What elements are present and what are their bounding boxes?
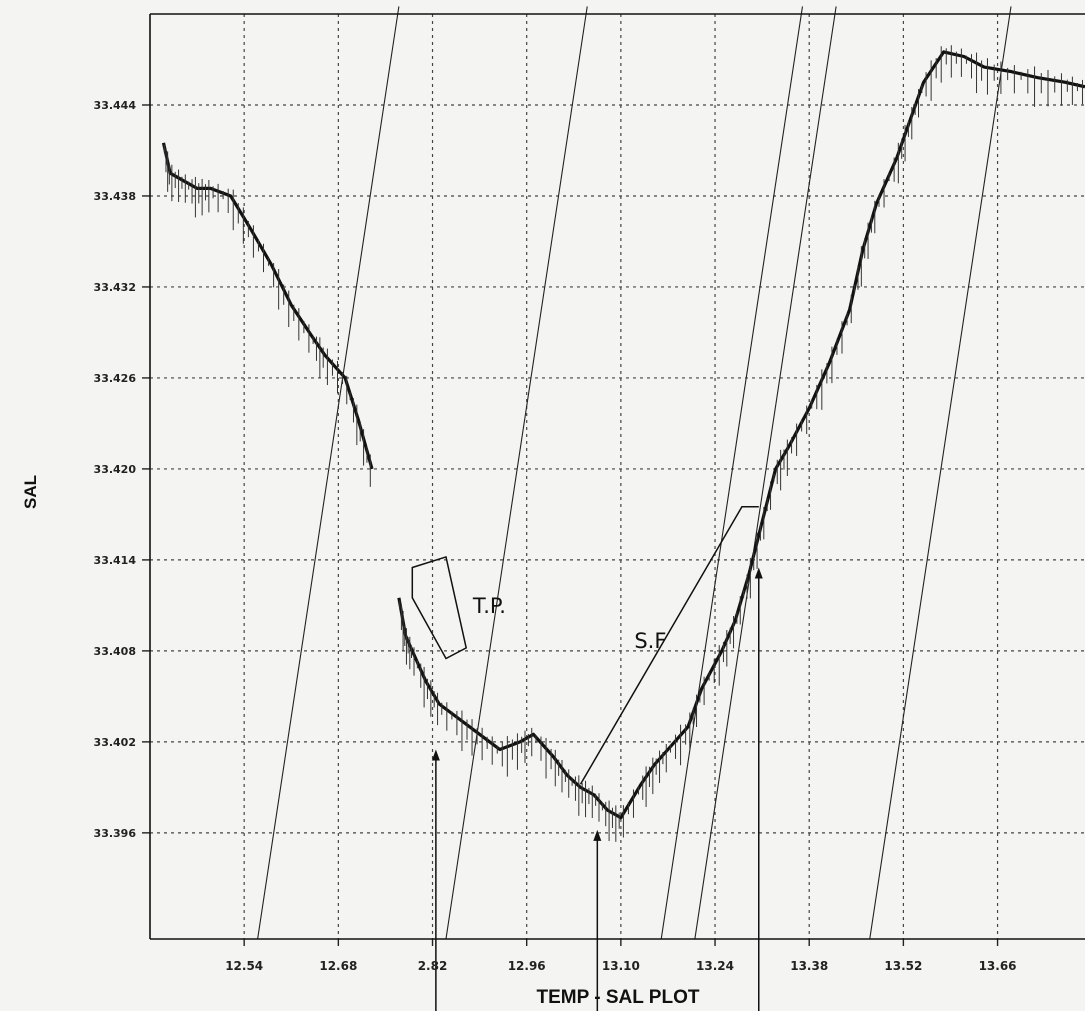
y-tick-label: 33.420 [94,463,137,476]
y-tick-label: 33.438 [94,190,136,203]
y-tick-label: 33.396 [94,827,137,840]
grid [150,14,1085,939]
guide-line [660,6,804,940]
y-tick-label: 33.414 [94,554,137,567]
x-tick-label: 12.68 [319,959,357,973]
x-tick-label: 2.82 [418,959,448,973]
guide-line [257,6,400,940]
arrow-head [431,749,440,761]
axes [142,13,1085,946]
data-series [161,45,1085,842]
annotation-label: T.P. [472,594,506,618]
x-tick-label: 12.54 [225,959,263,973]
x-tick-label: 13.66 [979,959,1017,973]
guide-line [694,6,837,940]
x-tick-label: 13.52 [884,959,922,973]
x-tick-label: 12.96 [508,959,546,973]
y-tick-label: 33.408 [94,645,136,658]
y-tick-label: 33.444 [94,99,137,112]
x-tick-label: 13.24 [696,959,734,973]
y-axis-title: SAL [21,475,40,509]
y-tick-labels: 33.396 33.402 33.408 33.414 33.420 33.426 33.4… [94,99,137,840]
arrow-head [593,829,602,841]
y-tick-label: 33.432 [94,281,136,294]
tp-box [411,555,468,660]
arrow-head [754,567,763,579]
guide-lines [257,6,1012,940]
data-line [161,142,374,470]
x-tick-label: 13.10 [602,959,640,973]
x-tick-labels: 12.54 12.68 2.82 12.96 13.10 13.24 13.38 13.52 1… [225,959,1016,973]
sf-line [579,506,759,785]
y-tick-label: 33.402 [94,736,136,749]
guide-line [869,6,1012,940]
annotation-label: S.F [634,629,666,653]
x-axis-title: TEMP - SAL PLOT [537,987,700,1008]
y-tick-label: 33.426 [94,372,137,385]
x-tick-label: 13.38 [790,959,828,973]
data-line [397,50,1085,820]
guide-line [445,6,588,940]
annotations: T.P. S.F [411,506,763,1011]
